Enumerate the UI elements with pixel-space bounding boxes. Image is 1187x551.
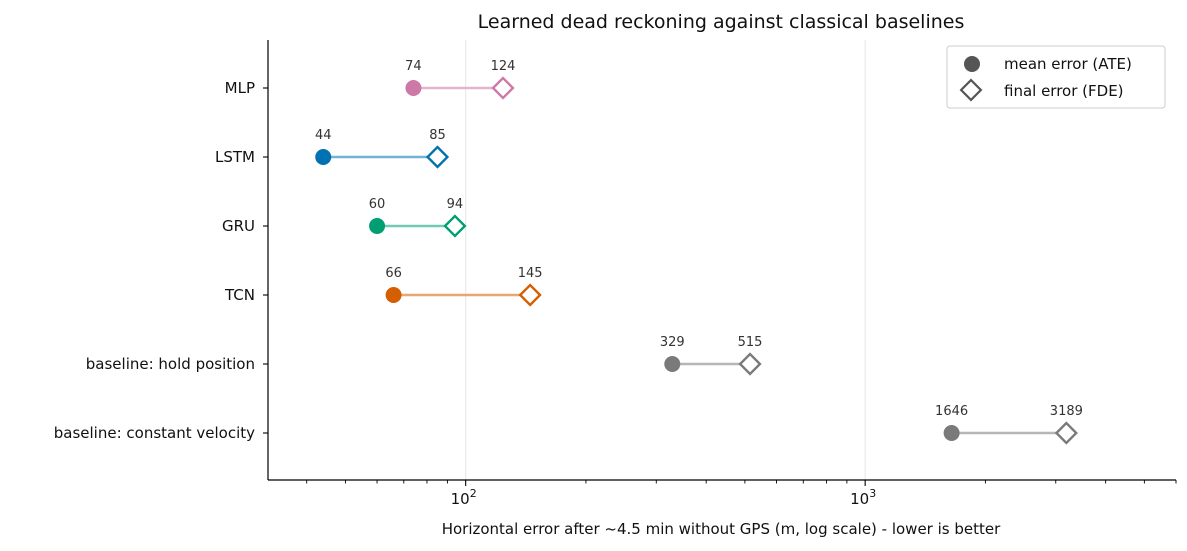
ate-value-label-4: 329 [660, 335, 685, 350]
legend-fde-label: final error (FDE) [1004, 82, 1124, 100]
legend-diamond-marker [959, 78, 983, 102]
legend: mean error (ATE) final error (FDE) [946, 45, 1166, 109]
fde-marker-5 [1054, 421, 1078, 445]
x-ticks: 102 103 [306, 480, 1177, 508]
ate-value-label-5: 1646 [935, 404, 968, 419]
ate-value-label-2: 60 [369, 197, 386, 212]
ate-marker-2 [369, 218, 386, 234]
y-ticks: MLP LSTM GRU TCN baseline: hold position base… [54, 79, 268, 442]
ate-marker-1 [315, 149, 332, 165]
fde-marker-2 [443, 214, 467, 238]
chart-title: Learned dead reckoning against classical… [478, 11, 965, 33]
y-tick-label-2: GRU [222, 217, 255, 235]
y-tick-label-5: baseline: constant velocity [54, 424, 255, 442]
ate-marker-0 [405, 80, 422, 96]
data-labels: 74 124 44 85 60 94 66 145 329 515 1646 3189 [315, 59, 1083, 419]
x-tick-label-1: 103 [850, 487, 876, 508]
fde-value-label-3: 145 [518, 266, 543, 281]
connector-lines [323, 86, 1067, 435]
fde-marker-0 [491, 76, 515, 100]
legend-circle-marker [964, 56, 980, 72]
y-tick-label-0: MLP [225, 79, 255, 97]
legend-ate-label: mean error (ATE) [1004, 55, 1132, 73]
y-tick-label-4: baseline: hold position [86, 355, 255, 373]
ate-marker-5 [943, 425, 960, 441]
ate-marker-4 [664, 356, 681, 372]
fde-value-label-0: 124 [491, 59, 516, 74]
y-tick-label-3: TCN [224, 286, 255, 304]
fde-value-label-2: 94 [447, 197, 464, 212]
x-axis-label: Horizontal error after ~4.5 min without … [442, 520, 1001, 538]
x-tick-label-0: 102 [451, 487, 477, 508]
fde-marker-3 [518, 283, 542, 307]
y-tick-label-1: LSTM [215, 148, 255, 166]
ate-value-label-0: 74 [405, 59, 422, 74]
fde-value-label-5: 3189 [1050, 404, 1083, 419]
ate-value-label-3: 66 [385, 266, 402, 281]
fde-value-label-1: 85 [429, 128, 446, 143]
data-marks [315, 76, 1078, 445]
fde-marker-4 [738, 352, 762, 376]
axes [267, 40, 1176, 481]
grid-lines [465, 40, 866, 480]
fde-value-label-4: 515 [738, 335, 763, 350]
ate-value-label-1: 44 [315, 128, 332, 143]
fde-marker-1 [425, 145, 450, 169]
ate-marker-3 [385, 287, 402, 303]
legend-box [946, 45, 1166, 109]
